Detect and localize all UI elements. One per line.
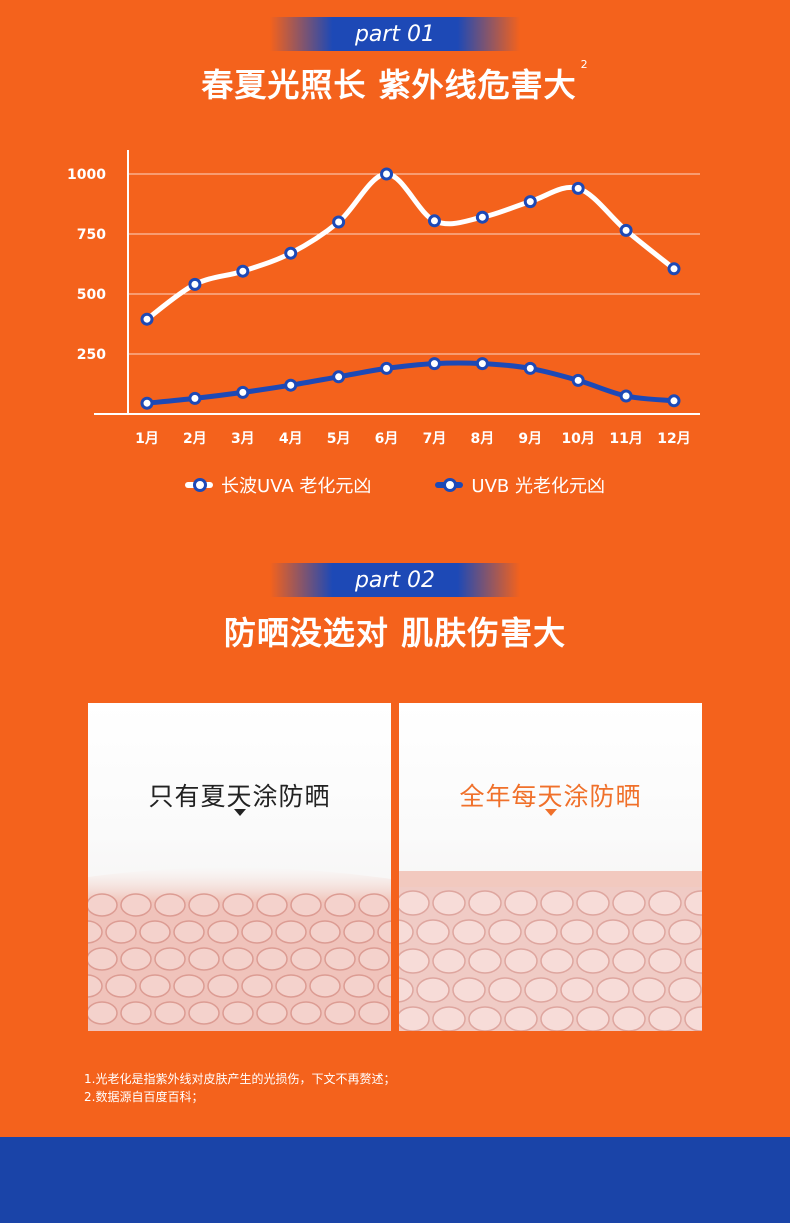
footnote-1: 1.光老化是指紫外线对皮肤产生的光损伤，下文不再赘述； — [84, 1072, 396, 1086]
legend-uva-swatch — [185, 478, 214, 492]
data-point-uva — [619, 223, 633, 237]
legend-item-uva: 长波UVA 老化元凶 — [185, 472, 371, 498]
footnote-2: 2.数据源自百度百科； — [84, 1090, 204, 1104]
series-line-uvb — [144, 360, 677, 406]
legend-uva-label: 长波UVA 老化元凶 — [221, 476, 372, 497]
damaged-skin-cells-image — [88, 867, 391, 1031]
data-point-uvb — [619, 389, 633, 403]
y-tick-label: 1000 — [67, 167, 106, 183]
part-02-label: part 02 — [354, 567, 436, 593]
data-point-uva — [475, 210, 489, 224]
part-01-pill: part 01 — [270, 17, 520, 51]
data-point-uvb — [188, 391, 202, 405]
footnote-ref: 2 — [580, 58, 589, 71]
card-summer-only-label: 只有夏天涂防晒 — [148, 782, 331, 811]
part-02-pill: part 02 — [270, 563, 520, 597]
data-point-uvb — [427, 357, 441, 371]
data-point-uva — [140, 312, 154, 326]
part-01-title-text: 春夏光照长 紫外线危害大 — [201, 66, 577, 104]
bottom-band — [0, 1137, 790, 1223]
data-point-uvb — [571, 373, 585, 387]
data-point-uva — [523, 195, 537, 209]
chart-legend: 长波UVA 老化元凶 UVB 光老化元凶 — [0, 472, 790, 498]
data-point-uva — [667, 262, 681, 276]
data-point-uva — [571, 181, 585, 195]
data-point-uva — [188, 277, 202, 291]
series-line-uva — [144, 171, 677, 322]
x-tick-label: 10月 — [561, 431, 594, 447]
down-arrow-icon — [234, 809, 246, 816]
x-tick-label: 6月 — [375, 431, 399, 447]
data-point-uva — [284, 246, 298, 260]
data-point-uvb — [236, 385, 250, 399]
x-tick-label: 8月 — [470, 431, 494, 447]
data-point-uvb — [523, 361, 537, 375]
healthy-skin-cells-image — [399, 871, 702, 1031]
x-tick-label: 12月 — [657, 431, 690, 447]
y-tick-label: 500 — [77, 287, 106, 303]
data-point-uva — [236, 264, 250, 278]
data-point-uva — [380, 167, 394, 181]
y-tick-label: 750 — [77, 227, 106, 243]
part-02-title: 防晒没选对 肌肤伤害大 — [223, 614, 567, 652]
x-tick-label: 1月 — [135, 431, 159, 447]
data-point-uva — [427, 214, 441, 228]
data-point-uvb — [475, 357, 489, 371]
data-point-uvb — [284, 378, 298, 392]
data-point-uva — [332, 215, 346, 229]
data-point-uvb — [140, 396, 154, 410]
down-arrow-icon — [545, 809, 557, 816]
x-tick-label: 7月 — [423, 431, 447, 447]
x-tick-label: 11月 — [609, 431, 642, 447]
data-point-uvb — [332, 370, 346, 384]
legend-uvb-label: UVB 光老化元凶 — [471, 476, 605, 497]
footnotes: 1.光老化是指紫外线对皮肤产生的光损伤，下文不再赘述； 2.数据源自百度百科； — [84, 1070, 395, 1106]
x-tick-label: 4月 — [279, 431, 303, 447]
x-tick-label: 2月 — [183, 431, 207, 447]
x-tick-label: 9月 — [518, 431, 542, 447]
data-point-uvb — [667, 394, 681, 408]
x-tick-label: 3月 — [231, 431, 255, 447]
legend-uvb-swatch — [435, 478, 464, 492]
legend-item-uvb: UVB 光老化元凶 — [435, 472, 605, 498]
card-summer-only: 只有夏天涂防晒 — [88, 703, 391, 1031]
uv-chart: 250 500 750 1000 1月 2月 3月 4月 5月 6月 7月 8月 9月 10月 11月 12月 — [67, 150, 700, 447]
part-01-title: 春夏光照长 紫外线危害大2 — [0, 58, 790, 106]
x-tick-label: 5月 — [327, 431, 351, 447]
part-01-label: part 01 — [354, 21, 436, 47]
y-tick-label: 250 — [77, 347, 106, 363]
data-point-uvb — [380, 361, 394, 375]
card-all-year-label: 全年每天涂防晒 — [459, 782, 642, 811]
card-all-year: 全年每天涂防晒 — [399, 703, 702, 1031]
